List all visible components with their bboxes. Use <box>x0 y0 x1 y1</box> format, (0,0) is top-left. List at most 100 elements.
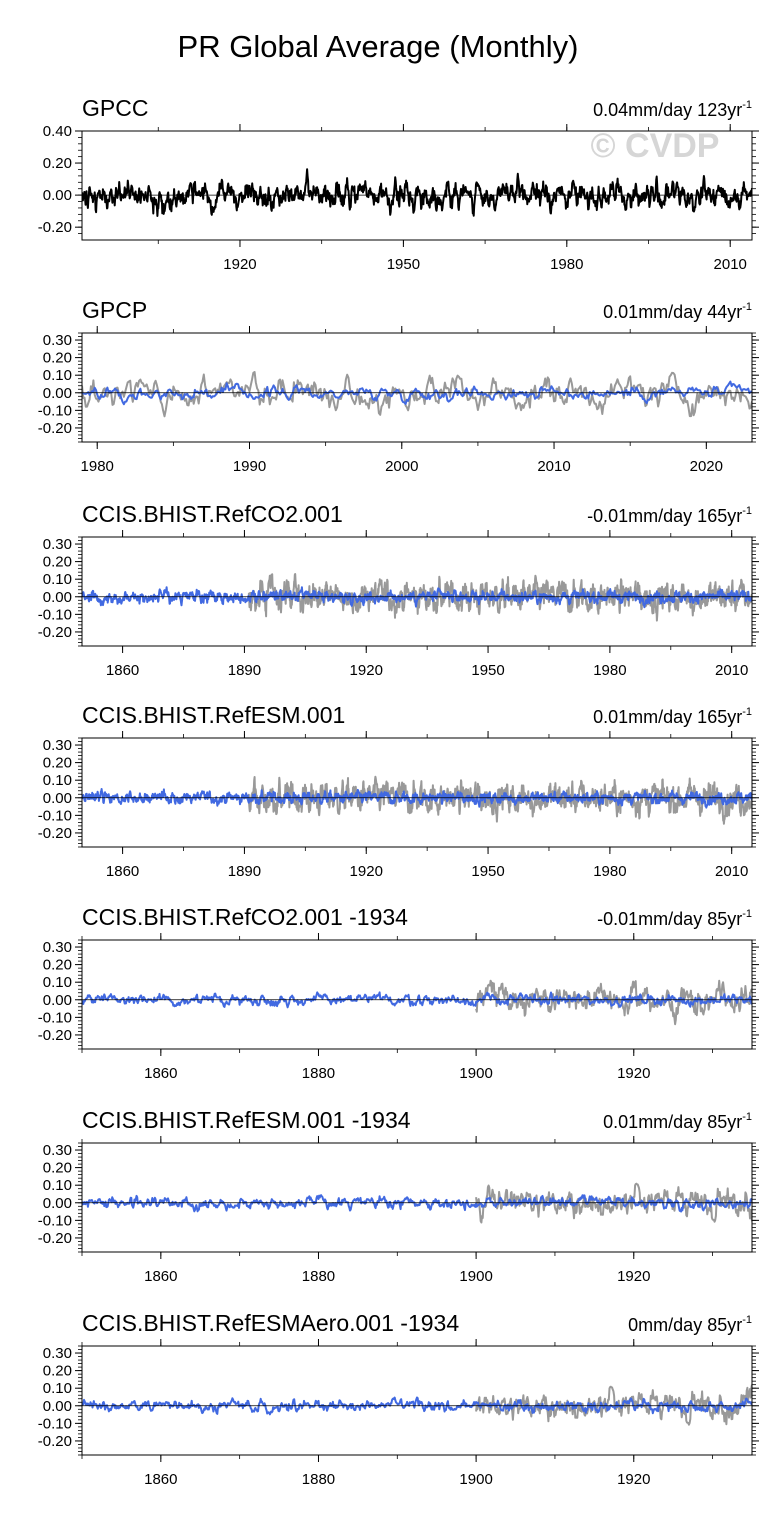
trend-label: 0.01mm/day 44yr-1 <box>603 301 752 322</box>
panel-title: CCIS.BHIST.RefCO2.001 -1934 <box>82 904 408 930</box>
x-tick-label: 1860 <box>144 1065 177 1082</box>
x-tick-label: 2010 <box>715 662 748 679</box>
trend-label: 0mm/day 85yr-1 <box>628 1314 752 1335</box>
y-tick-label: 0.00 <box>43 1398 72 1415</box>
x-tick-label: 1880 <box>302 1065 335 1082</box>
y-tick-label: 0.10 <box>43 1177 72 1194</box>
x-tick-label: 2000 <box>385 458 418 475</box>
figure-title: PR Global Average (Monthly) <box>178 29 579 64</box>
x-tick-label: 1950 <box>471 863 504 880</box>
series-line-model <box>82 788 752 809</box>
y-tick-label: -0.10 <box>38 1009 72 1026</box>
y-tick-label: 0.20 <box>43 554 72 571</box>
x-tick-label: 1860 <box>144 1268 177 1285</box>
watermark-logo: © CVDP <box>591 127 720 165</box>
x-tick-label: 1950 <box>471 662 504 679</box>
y-tick-label: -0.10 <box>38 1415 72 1432</box>
x-tick-label: 1950 <box>387 256 420 273</box>
trend-label: 0.01mm/day 165yr-1 <box>593 706 752 727</box>
y-tick-label: 0.30 <box>43 1345 72 1362</box>
y-tick-label: 0.20 <box>43 755 72 772</box>
panel-title: CCIS.BHIST.RefESM.001 -1934 <box>82 1107 411 1133</box>
plot-frame <box>81 939 753 1050</box>
plot-frame <box>81 130 753 241</box>
y-tick-label: 0.20 <box>43 1363 72 1380</box>
y-tick-label: 0.00 <box>43 1195 72 1212</box>
y-tick-label: 0.30 <box>43 737 72 754</box>
panel-title: GPCP <box>82 297 147 323</box>
y-tick-label: 0.30 <box>43 1142 72 1159</box>
x-tick-label: 1920 <box>350 863 383 880</box>
x-tick-label: 1900 <box>459 1268 492 1285</box>
series-line-model <box>82 586 752 609</box>
y-tick-label: -0.20 <box>38 1230 72 1247</box>
trend-label: 0.04mm/day 123yr-1 <box>593 99 752 120</box>
y-tick-label: 0.40 <box>43 123 72 140</box>
y-tick-label: -0.20 <box>38 420 72 437</box>
y-tick-label: 0.00 <box>43 589 72 606</box>
x-tick-label: 1900 <box>459 1065 492 1082</box>
series-line-observed <box>82 168 752 217</box>
y-tick-label: -0.20 <box>38 624 72 641</box>
plot-frame <box>81 1345 753 1456</box>
panel-title: CCIS.BHIST.RefESM.001 <box>82 702 345 728</box>
panels: GPCC 0.04mm/day 123yr-1 -0.20 0.00 0.20 0.40 1… <box>38 95 759 1488</box>
plot-frame <box>81 536 753 647</box>
series-group <box>82 168 752 217</box>
x-tick-label: 1980 <box>593 863 626 880</box>
x-tick-label: 1860 <box>106 863 139 880</box>
y-tick-label: 0.20 <box>43 155 72 172</box>
series-group <box>82 1384 752 1426</box>
y-tick-label: 0.00 <box>43 187 72 204</box>
trend-label: -0.01mm/day 165yr-1 <box>587 505 752 526</box>
x-tick-label: 1920 <box>223 256 256 273</box>
y-tick-label: -0.20 <box>38 1433 72 1450</box>
plot-frame <box>81 1142 753 1253</box>
y-tick-label: -0.10 <box>38 807 72 824</box>
series-group <box>82 1182 752 1224</box>
series-line-model <box>82 991 752 1009</box>
x-tick-label: 1980 <box>550 256 583 273</box>
x-tick-label: 1880 <box>302 1268 335 1285</box>
plot-frame <box>81 332 753 443</box>
y-tick-label: -0.10 <box>38 1212 72 1229</box>
series-group <box>82 979 752 1026</box>
plot-frame <box>81 737 753 848</box>
x-tick-label: 1920 <box>350 662 383 679</box>
y-tick-label: 0.20 <box>43 1160 72 1177</box>
x-tick-label: 2010 <box>715 863 748 880</box>
x-tick-label: 2010 <box>714 256 747 273</box>
y-tick-label: 0.10 <box>43 772 72 789</box>
y-tick-label: -0.10 <box>38 606 72 623</box>
x-tick-label: 1920 <box>617 1268 650 1285</box>
x-tick-label: 1900 <box>459 1471 492 1488</box>
series-group <box>82 573 752 622</box>
y-tick-label: 0.00 <box>43 992 72 1009</box>
panel-4: CCIS.BHIST.RefESM.001 0.01mm/day 165yr-1 -… <box>38 702 759 880</box>
panel-title: CCIS.BHIST.RefCO2.001 <box>82 501 343 527</box>
series-line-model <box>82 380 752 406</box>
series-line-observed_context <box>82 371 752 418</box>
y-tick-label: -0.10 <box>38 402 72 419</box>
panel-title: GPCC <box>82 95 148 121</box>
x-tick-label: 2010 <box>537 458 570 475</box>
panel-7: CCIS.BHIST.RefESMAero.001 -1934 0mm/day 8… <box>38 1310 759 1488</box>
series-line-model <box>82 1194 752 1213</box>
series-line-observed_context <box>475 1384 752 1426</box>
series-group <box>82 371 752 418</box>
panel-5: CCIS.BHIST.RefCO2.001 -1934 -0.01mm/day 8… <box>38 904 759 1082</box>
y-tick-label: 0.10 <box>43 974 72 991</box>
panel-3: CCIS.BHIST.RefCO2.001 -0.01mm/day 165yr-1… <box>38 501 759 679</box>
panel-title: CCIS.BHIST.RefESMAero.001 -1934 <box>82 1310 459 1336</box>
y-tick-label: 0.30 <box>43 332 72 349</box>
x-tick-label: 1860 <box>106 662 139 679</box>
y-tick-label: 0.20 <box>43 957 72 974</box>
x-tick-label: 1920 <box>617 1065 650 1082</box>
y-tick-label: -0.20 <box>38 1027 72 1044</box>
panel-1: GPCC 0.04mm/day 123yr-1 -0.20 0.00 0.20 0.40 1… <box>38 95 759 273</box>
y-tick-label: 0.20 <box>43 350 72 367</box>
y-tick-label: 0.10 <box>43 571 72 588</box>
x-tick-label: 1890 <box>228 863 261 880</box>
y-tick-label: 0.10 <box>43 1380 72 1397</box>
